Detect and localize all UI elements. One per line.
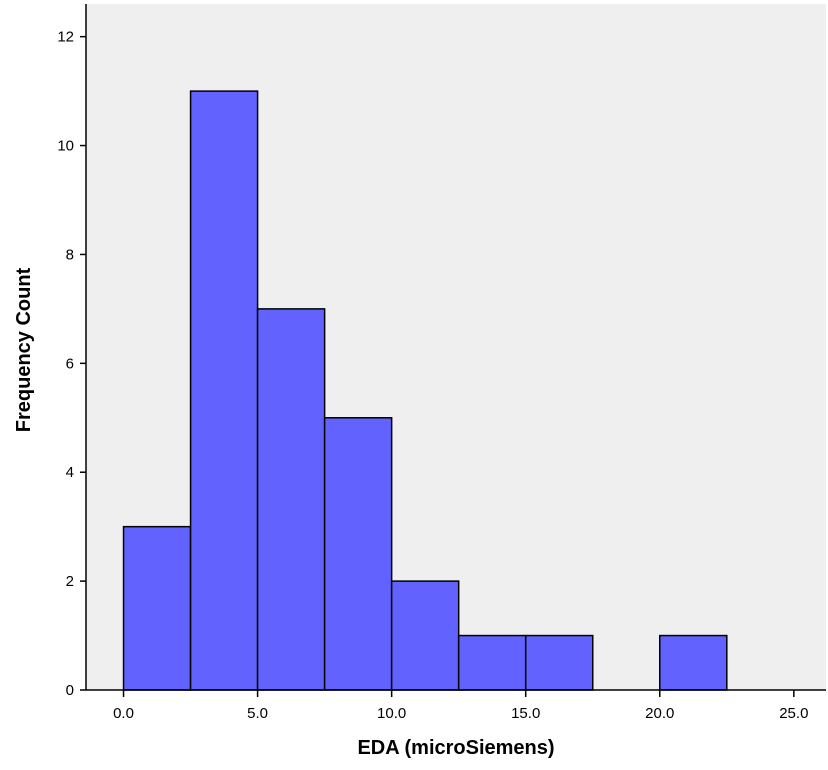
histogram-bar: [256, 308, 326, 691]
y-tick-label: 0: [66, 682, 74, 699]
x-tick-label: 20.0: [645, 705, 674, 722]
y-tick-label: 6: [66, 355, 74, 372]
x-tick-label: 25.0: [779, 705, 808, 722]
y-tick-label: 12: [57, 29, 74, 46]
histogram-bar: [189, 90, 259, 691]
x-ticks-group: 0.0 5.0 10.0 15.0 20.0 25.0: [113, 690, 808, 722]
x-tick-label: 15.0: [511, 705, 540, 722]
x-tick-label: 5.0: [247, 705, 268, 722]
histogram-bar: [524, 634, 594, 691]
histogram-bar: [390, 580, 460, 691]
histogram-bar: [122, 525, 192, 691]
y-tick-label: 2: [66, 573, 74, 590]
y-tick-label: 10: [57, 138, 74, 155]
bars-group: [122, 90, 728, 691]
y-tick-label: 8: [66, 246, 74, 263]
histogram-bar: [323, 417, 393, 691]
y-tick-label: 4: [66, 464, 74, 481]
x-tick-label: 0.0: [113, 705, 134, 722]
histogram-bar: [659, 634, 728, 691]
histogram-bar: [457, 634, 527, 691]
y-axis-title: Frequency Count: [13, 267, 35, 432]
x-tick-label: 10.0: [377, 705, 406, 722]
x-axis-title: EDA (microSiemens): [357, 737, 554, 759]
y-ticks-group: 0 2 4 6 8 10 12: [57, 29, 86, 699]
